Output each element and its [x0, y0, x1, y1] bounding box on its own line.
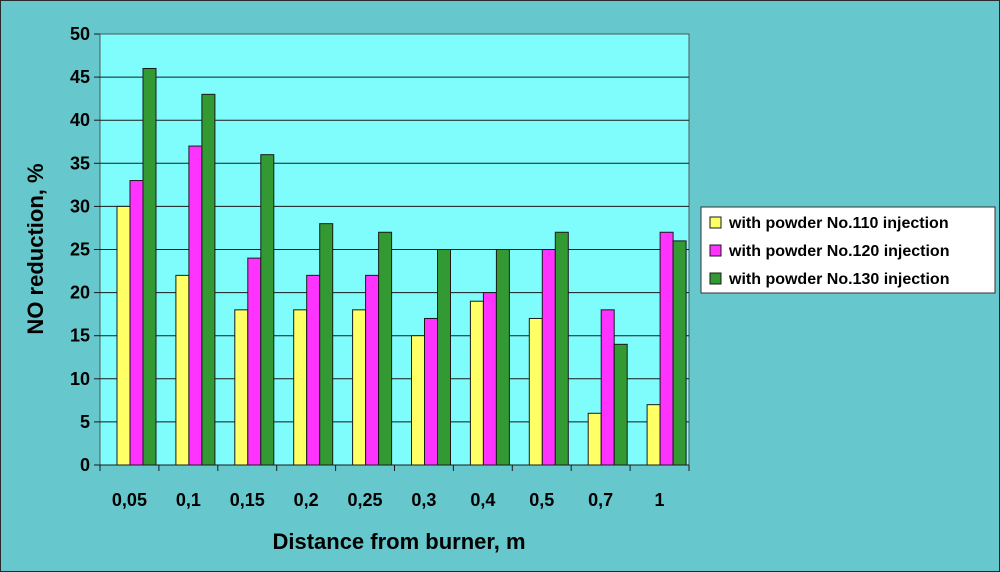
bar-series-2	[659, 231, 674, 466]
y-tick-label: 0	[80, 455, 90, 475]
x-tick-label: 0,3	[411, 490, 436, 510]
y-tick-label: 35	[70, 153, 90, 173]
y-tick-label: 20	[70, 283, 90, 303]
y-tick-label: 45	[70, 67, 90, 87]
bar-series-2	[129, 180, 144, 466]
bars	[116, 67, 687, 466]
bar-series-3	[554, 231, 569, 466]
y-tick-label: 10	[70, 369, 90, 389]
bar-series-3	[142, 67, 157, 466]
bar-series-2	[541, 249, 556, 466]
x-tick-label: 0,15	[230, 490, 265, 510]
legend-swatch-series-3	[709, 272, 722, 285]
x-tick-label: 0,05	[112, 490, 147, 510]
bar-series-3	[378, 231, 393, 466]
bar-series-1	[352, 309, 367, 466]
legend-swatch-series-2	[709, 244, 722, 257]
bar-series-2	[188, 145, 203, 466]
x-axis-ticks: 0,05 0,1 0,15 0,2 0,25 0,3 0,4 0,5 0,7 1	[99, 464, 690, 510]
x-tick-label: 0,7	[588, 490, 613, 510]
x-tick-label: 0,4	[470, 490, 495, 510]
bar-series-3	[201, 93, 216, 466]
legend-label-series-1: with powder No.110 injection	[728, 215, 949, 232]
x-tick-label: 0,25	[348, 490, 383, 510]
y-axis-title: NO reduction, %	[23, 163, 48, 334]
bar-series-1	[646, 404, 661, 466]
bar-series-2	[482, 292, 497, 466]
y-tick-label: 50	[70, 24, 90, 44]
bar-series-2	[306, 274, 321, 466]
bar-series-2	[600, 309, 615, 466]
bar-series-1	[175, 274, 190, 466]
y-tick-label: 40	[70, 110, 90, 130]
legend-swatch-series-1	[709, 216, 722, 229]
legend-label-series-3: with powder No.130 injection	[728, 271, 949, 288]
y-tick-label: 25	[70, 240, 90, 260]
bar-series-3	[613, 343, 628, 466]
bar-series-1	[469, 300, 484, 466]
bar-series-1	[587, 412, 602, 466]
y-tick-label: 30	[70, 196, 90, 216]
bar-series-1	[411, 335, 425, 466]
y-tick-label: 5	[80, 412, 90, 432]
bar-series-2	[365, 274, 380, 466]
bar-series-2	[424, 317, 438, 466]
bar-series-1	[528, 317, 543, 466]
x-tick-label: 0,2	[294, 490, 319, 510]
bar-series-3	[319, 223, 334, 466]
bar-series-1	[234, 309, 249, 466]
bar-series-1	[116, 205, 131, 466]
bar-series-3	[495, 249, 510, 466]
y-axis-ticks: 0 5 10 15 20 25 30 35 40 45 50	[70, 24, 100, 475]
x-tick-label: 0,5	[529, 490, 554, 510]
x-tick-label: 1	[655, 490, 665, 510]
bar-series-3	[437, 249, 451, 466]
x-tick-label: 0,1	[176, 490, 201, 510]
y-tick-label: 15	[70, 326, 90, 346]
legend-label-series-2: with powder No.120 injection	[728, 243, 949, 260]
x-axis-title: Distance from burner, m	[272, 529, 525, 554]
legend-box	[700, 206, 996, 294]
legend: with powder No.110 injection with powder …	[700, 206, 996, 294]
bar-series-2	[247, 257, 262, 466]
bar-series-3	[260, 154, 275, 466]
bar-series-3	[672, 240, 687, 466]
bar-series-1	[293, 309, 308, 466]
